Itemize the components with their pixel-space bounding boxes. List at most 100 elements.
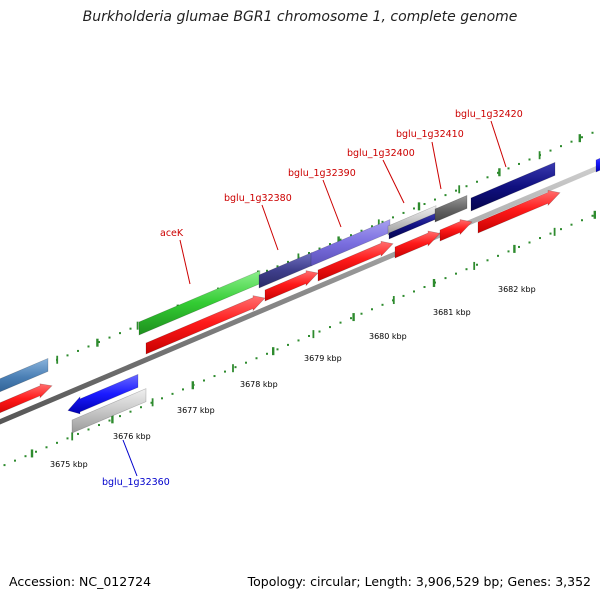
track-dot	[402, 211, 405, 214]
track-dot	[339, 238, 342, 241]
track-dot	[350, 317, 352, 320]
gene-navy-bglu-1g32420	[470, 161, 556, 212]
track-dot	[66, 437, 69, 440]
track-dot	[77, 432, 79, 435]
track-dot	[465, 268, 468, 271]
track-dot	[276, 265, 279, 268]
track-dot	[129, 327, 132, 330]
track-dot	[507, 167, 510, 170]
gene-steelblue-left	[0, 357, 49, 393]
track-dot	[423, 286, 426, 289]
track-dot	[486, 176, 489, 179]
track-dot	[518, 162, 520, 165]
gene-leader-line	[382, 159, 405, 204]
track-dot	[528, 241, 531, 244]
gene-label: aceK	[160, 228, 184, 239]
track-dot	[329, 326, 331, 329]
track-dot	[549, 232, 552, 235]
gene-leader-line	[179, 239, 191, 285]
track-dot	[98, 424, 100, 427]
track-dot	[371, 225, 373, 228]
track-dot	[444, 277, 447, 280]
gene-lightgrey-bglu-1g32360	[71, 388, 147, 434]
track-dot	[581, 219, 583, 222]
accession-text: Accession: NC_012724	[9, 574, 152, 589]
track-dot	[497, 171, 499, 174]
track-dot	[360, 312, 363, 315]
track-dot	[465, 185, 468, 188]
track-dot	[507, 250, 510, 253]
track-dot	[318, 330, 321, 333]
track-dot	[371, 308, 373, 311]
track-dot	[24, 455, 27, 458]
track-dot	[66, 354, 69, 357]
gene-leader-line	[122, 439, 138, 477]
kbp-label: 3682 kbp	[498, 285, 536, 294]
track-dot	[87, 428, 90, 431]
track-dot	[255, 357, 258, 360]
kbp-label: 3677 kbp	[177, 406, 215, 415]
track-dot	[234, 366, 237, 369]
track-dot	[392, 216, 394, 219]
track-dot	[591, 131, 594, 134]
track-dot	[476, 180, 478, 183]
gene-darkgrey-bglu-1g32410	[434, 194, 468, 223]
track-dot	[266, 269, 268, 272]
gene-label: bglu_1g32390	[288, 168, 356, 179]
track-dot	[108, 336, 111, 339]
gene-blue-edge	[595, 157, 600, 173]
kbp-label: 3679 kbp	[304, 354, 342, 363]
track-dot	[224, 370, 226, 373]
track-dot	[98, 341, 100, 344]
track-dot	[329, 243, 331, 246]
track-dot	[402, 294, 405, 297]
track-dot	[14, 459, 16, 462]
gene-leader-line	[431, 141, 442, 190]
track-dot	[591, 214, 594, 217]
gene-leader-line	[261, 204, 279, 251]
track-dot	[287, 260, 289, 263]
track-dot	[129, 410, 132, 413]
kbp-label: 3676 kbp	[113, 432, 151, 441]
track-dot	[381, 220, 384, 223]
kbp-label: 3681 kbp	[433, 308, 471, 317]
track-dot	[476, 263, 478, 266]
track-dot	[413, 290, 415, 293]
track-dot	[518, 245, 520, 248]
track-dot	[150, 401, 153, 404]
track-dot	[570, 223, 573, 226]
cds-red-3	[317, 240, 394, 282]
track-dot	[381, 303, 384, 306]
gene-label: bglu_1g32410	[396, 129, 464, 140]
track-dot	[581, 136, 583, 139]
track-dot	[203, 379, 205, 382]
track-dot	[119, 332, 121, 335]
cds-red-5	[439, 219, 473, 242]
track-dot	[308, 251, 310, 254]
track-dot	[360, 229, 363, 232]
track-dot	[56, 441, 58, 444]
gene-leader-line	[322, 179, 342, 228]
track-dot	[308, 334, 310, 337]
track-dot	[528, 158, 531, 161]
track-dot	[413, 207, 415, 210]
track-dot	[213, 375, 216, 378]
genome-summary-text: Topology: circular; Length: 3,906,529 bp…	[247, 574, 591, 589]
track-dot	[318, 247, 321, 250]
map-title: Burkholderia glumae BGR1 chromosome 1, c…	[82, 9, 518, 25]
track-dot	[119, 415, 121, 418]
cds-red-2	[264, 270, 319, 302]
track-dot	[45, 446, 48, 449]
gene-label: bglu_1g32400	[347, 148, 415, 159]
track-dot	[497, 254, 499, 257]
track-dot	[276, 348, 279, 351]
gene-blue-bglu-1g32360	[67, 373, 139, 415]
backbone-line	[0, 164, 600, 425]
cds-red-6	[477, 189, 561, 234]
track-dot	[539, 237, 541, 240]
cds-red-left-lower	[0, 383, 53, 414]
track-dot	[266, 352, 268, 355]
track-dot	[434, 198, 436, 201]
lower-position-track	[3, 210, 596, 467]
